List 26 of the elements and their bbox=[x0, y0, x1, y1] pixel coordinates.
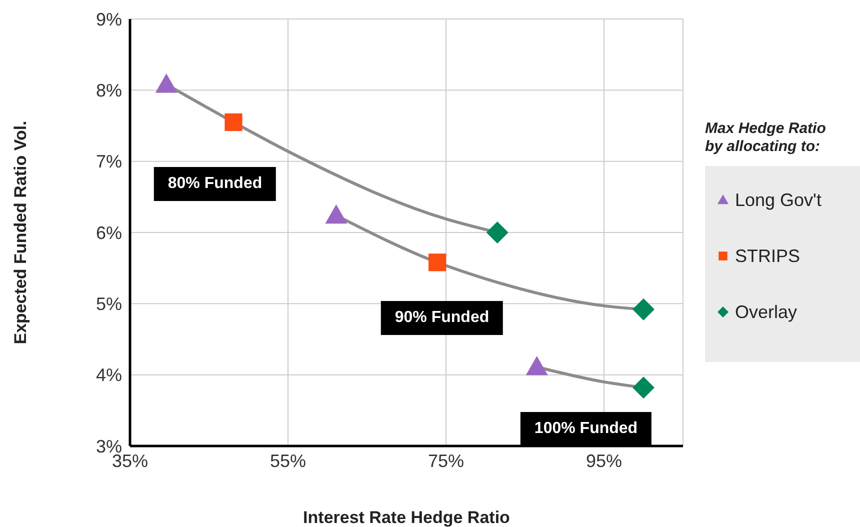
point bbox=[486, 222, 508, 244]
y-tick-label: 6% bbox=[96, 222, 122, 243]
x-tick-label: 75% bbox=[428, 450, 464, 471]
legend-title: Max Hedge Ratio by allocating to: bbox=[705, 120, 827, 156]
y-axis-title: Expected Funded Ratio Vol. bbox=[11, 120, 30, 344]
legend-label: Long Gov't bbox=[735, 190, 822, 210]
x-axis-title: Interest Rate Hedge Ratio bbox=[303, 508, 510, 527]
legend-label: STRIPS bbox=[735, 246, 800, 266]
point bbox=[526, 356, 548, 376]
y-tick-label: 8% bbox=[96, 80, 122, 101]
y-tick-label: 9% bbox=[96, 9, 122, 30]
legend-label: Overlay bbox=[735, 302, 798, 322]
point bbox=[224, 113, 242, 131]
point bbox=[632, 298, 654, 320]
x-tick-label: 95% bbox=[586, 450, 622, 471]
annotation: 90% Funded bbox=[380, 301, 504, 335]
y-tick-label: 5% bbox=[96, 294, 122, 314]
y-tick-label: 7% bbox=[96, 152, 122, 172]
point bbox=[632, 376, 654, 399]
x-tick-label: 55% bbox=[270, 450, 306, 471]
annotation: 100% Funded bbox=[520, 412, 652, 446]
point bbox=[428, 254, 446, 272]
point bbox=[155, 73, 178, 93]
annotation: 80% Funded bbox=[154, 167, 276, 201]
y-tick-label: 4% bbox=[96, 365, 122, 386]
point bbox=[325, 204, 348, 224]
